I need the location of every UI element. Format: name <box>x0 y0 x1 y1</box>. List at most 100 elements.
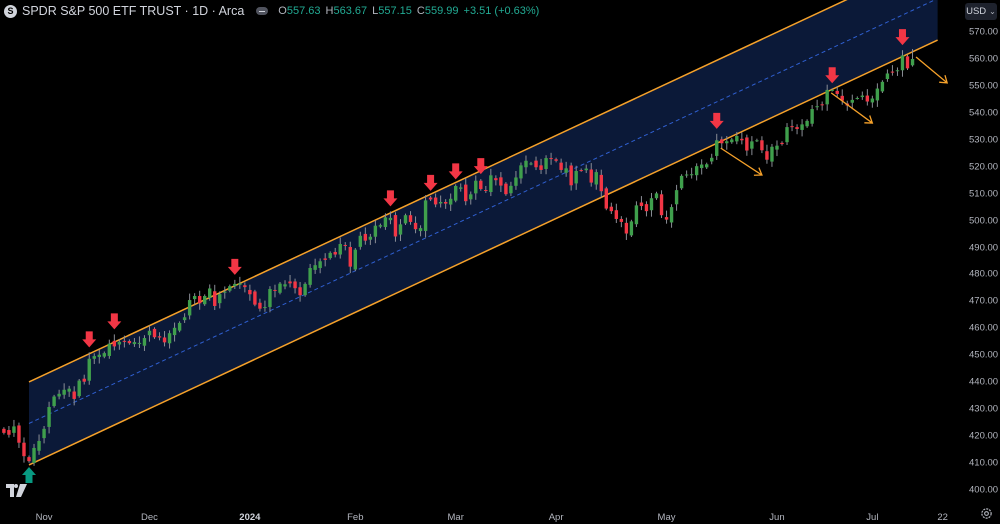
candle-body <box>634 205 639 225</box>
channel-fill <box>29 0 938 465</box>
candle <box>865 89 870 106</box>
candle <box>373 220 378 244</box>
candle-body <box>705 164 709 168</box>
candle <box>223 286 227 299</box>
candle-body <box>122 340 127 342</box>
candle <box>218 291 222 309</box>
candle-body <box>910 58 915 66</box>
candle-body <box>67 388 71 392</box>
candle-body <box>368 236 373 240</box>
candle-body <box>187 300 192 316</box>
candle <box>132 338 137 347</box>
candle <box>755 138 759 143</box>
symbol-title[interactable]: SPDR S&P 500 ETF TRUST · 1D · Arca <box>22 4 245 18</box>
ohlc-values: O557.63 H563.67 L557.15 C559.99 +3.51 (+… <box>278 5 539 17</box>
candle-body <box>775 145 779 150</box>
candle <box>900 50 905 77</box>
candle-body <box>624 222 629 234</box>
candle-body <box>393 215 398 237</box>
candle-body <box>162 337 167 343</box>
chevron-down-icon: ⌄ <box>989 7 996 16</box>
candle <box>499 172 503 193</box>
candle <box>228 284 232 293</box>
time-tick-label: 2024 <box>239 512 261 523</box>
candle-body <box>132 342 137 345</box>
collapse-icon[interactable] <box>256 7 269 15</box>
candle <box>117 338 122 350</box>
candle <box>258 298 262 312</box>
settings-gear-icon[interactable] <box>980 507 993 520</box>
price-tick-label: 570.00 <box>969 26 999 38</box>
tradingview-logo-icon[interactable] <box>6 484 28 497</box>
candle-body <box>519 165 523 179</box>
candle <box>479 179 483 191</box>
candle-body <box>328 252 332 259</box>
candle-body <box>644 204 649 212</box>
price-tick-label: 510.00 <box>969 188 999 200</box>
candle-body <box>323 258 327 260</box>
candle-body <box>192 296 197 300</box>
candle <box>795 124 799 135</box>
time-tick-label: Dec <box>141 512 158 523</box>
candle-body <box>760 140 764 151</box>
candle-body <box>855 98 859 100</box>
candle-body <box>283 284 287 287</box>
currency-button[interactable]: USD ⌄ <box>965 3 997 20</box>
sell-arrow-icon <box>473 158 488 175</box>
candle <box>293 278 297 294</box>
candle <box>730 137 734 144</box>
candle <box>780 141 784 146</box>
candle-body <box>659 194 664 216</box>
candle <box>418 225 423 237</box>
candle <box>559 158 563 173</box>
candle <box>137 336 142 349</box>
candle-body <box>735 135 739 142</box>
candle <box>785 123 789 146</box>
candle <box>278 282 282 295</box>
candle <box>815 99 819 111</box>
candle <box>464 178 468 206</box>
candle <box>17 422 21 448</box>
candle-body <box>840 95 844 101</box>
candle-body <box>464 184 468 202</box>
close-value: 559.99 <box>424 5 459 17</box>
candle <box>77 378 81 398</box>
parallel-channel[interactable] <box>28 0 938 466</box>
candle <box>187 293 192 320</box>
candle-body <box>298 287 302 296</box>
candle-body <box>438 201 443 204</box>
candle <box>534 156 538 171</box>
candle <box>885 69 890 82</box>
candle-body <box>353 249 357 270</box>
candle-body <box>303 283 307 296</box>
candle <box>830 88 834 92</box>
candle <box>910 49 915 67</box>
price-chart[interactable] <box>0 0 960 505</box>
candle-body <box>273 289 277 291</box>
candle <box>388 211 393 225</box>
candle-body <box>524 160 528 168</box>
candle <box>775 140 779 157</box>
candle-body <box>17 425 21 443</box>
candle-body <box>343 244 347 246</box>
candle <box>152 327 157 339</box>
candle-body <box>649 198 654 211</box>
sell-arrow-icon <box>227 258 242 275</box>
candle-body <box>408 215 413 222</box>
candle <box>32 443 36 466</box>
candle <box>348 241 352 274</box>
projection-arrow-icon <box>830 92 874 124</box>
price-tick-label: 530.00 <box>969 134 999 146</box>
candle <box>619 216 624 228</box>
candle-body <box>584 168 588 171</box>
candle-body <box>805 120 809 127</box>
candle <box>705 162 709 169</box>
candle-body <box>755 140 759 142</box>
candle <box>810 105 814 127</box>
candle <box>604 186 608 211</box>
candle-body <box>820 104 824 106</box>
candle <box>890 65 895 76</box>
candle <box>248 284 252 301</box>
candle-body <box>679 175 684 189</box>
price-tick-label: 430.00 <box>969 403 999 415</box>
